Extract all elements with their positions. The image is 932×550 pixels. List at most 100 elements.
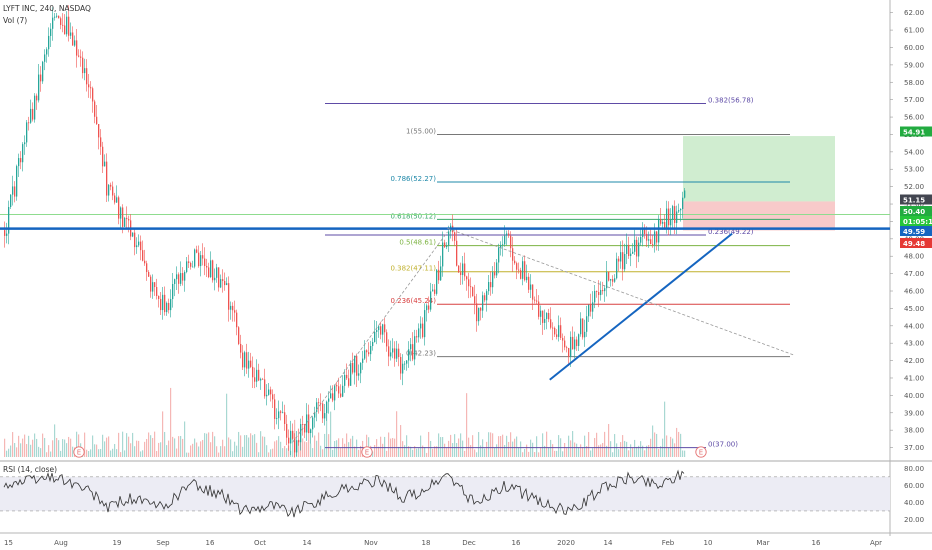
candle-up	[396, 348, 398, 359]
volume-bar	[58, 440, 60, 457]
volume-bar	[216, 446, 218, 457]
fib-level-label: 0(37.00)	[708, 441, 738, 449]
volume-bar	[188, 452, 190, 457]
volume-bar	[606, 445, 608, 457]
candle-down	[262, 378, 264, 380]
time-tick-label: 19	[113, 539, 122, 547]
volume-bar	[352, 435, 354, 457]
candle-up	[116, 197, 118, 203]
volume-bar	[406, 435, 408, 457]
volume-bar	[336, 440, 338, 457]
volume-bar	[256, 442, 258, 457]
volume-bar	[272, 448, 274, 457]
candle-down	[394, 348, 396, 359]
candle-down	[608, 271, 610, 281]
volume-bar	[322, 449, 324, 457]
price-tick-label: 51.00	[904, 201, 924, 209]
volume-bar	[540, 447, 542, 457]
candle-down	[366, 350, 368, 353]
candle-down	[178, 274, 180, 284]
price-tick-label: 37.00	[904, 444, 924, 452]
candle-up	[108, 184, 110, 196]
candle-down	[552, 327, 554, 329]
candle-down	[466, 276, 468, 280]
candle-down	[622, 252, 624, 270]
volume-bar	[88, 451, 90, 457]
candle-down	[590, 304, 592, 312]
volume-bar	[596, 432, 598, 457]
candle-up	[172, 284, 174, 300]
candle-down	[520, 270, 522, 279]
candle-up	[132, 232, 134, 237]
volume-bar	[452, 443, 454, 457]
time-tick-label: 16	[512, 539, 521, 547]
volume-bar	[518, 447, 520, 457]
volume-bar	[38, 446, 40, 457]
candle-up	[610, 279, 612, 281]
candle-down	[78, 55, 80, 57]
candle-up	[462, 263, 464, 276]
rsi-tick-label: 20.00	[904, 516, 924, 524]
candle-up	[186, 261, 188, 272]
volume-bar	[440, 437, 442, 457]
candle-up	[54, 16, 56, 18]
candle-down	[144, 260, 146, 264]
volume-bar	[538, 452, 540, 457]
candle-up	[24, 142, 26, 145]
volume-bar	[552, 444, 554, 457]
volume-bar	[612, 452, 614, 457]
volume-bar	[432, 448, 434, 457]
candle-down	[650, 239, 652, 245]
volume-bar	[616, 443, 618, 457]
volume-bar	[4, 438, 6, 457]
candle-up	[10, 194, 12, 208]
earnings-event-label: E	[365, 449, 369, 457]
volume-bar	[624, 440, 626, 457]
candle-down	[332, 393, 334, 401]
earnings-event-label: E	[77, 449, 81, 457]
candle-up	[506, 233, 508, 236]
fib-anchor-line	[292, 231, 448, 443]
volume-bar	[284, 446, 286, 457]
candle-down	[90, 87, 92, 89]
candle-down	[476, 303, 478, 322]
volume-bar	[270, 449, 272, 457]
candle-down	[158, 296, 160, 299]
candle-down	[636, 239, 638, 257]
candle-up	[316, 402, 318, 412]
candle-up	[180, 273, 182, 284]
volume-bar	[198, 446, 200, 457]
volume-bar	[358, 449, 360, 457]
volume-bar	[126, 433, 128, 457]
candle-down	[490, 282, 492, 288]
candle-down	[302, 424, 304, 425]
volume-bar	[628, 450, 630, 457]
candle-down	[72, 32, 74, 46]
volume-bar	[666, 435, 668, 457]
volume-bar	[116, 449, 118, 457]
candle-down	[508, 233, 510, 236]
volume-bar	[332, 449, 334, 457]
candle-up	[404, 363, 406, 365]
candle-down	[518, 269, 520, 271]
price-tag-label: 51.15	[903, 197, 925, 205]
price-tick-label: 52.00	[904, 183, 924, 191]
volume-label: Vol (7)	[3, 16, 27, 25]
fib-level-label: 0.618(50.12)	[390, 212, 436, 220]
volume-bar	[286, 448, 288, 457]
volume-bar	[380, 436, 382, 457]
volume-bar	[48, 445, 50, 457]
candle-down	[456, 240, 458, 266]
fib-level-label: 0.382(56.78)	[708, 96, 754, 104]
candle-up	[526, 276, 528, 281]
candle-down	[384, 324, 386, 333]
candle-up	[18, 158, 20, 167]
volume-bar	[14, 443, 16, 457]
candle-up	[364, 350, 366, 359]
volume-bar	[398, 446, 400, 457]
volume-bar	[42, 433, 44, 457]
candle-up	[440, 266, 442, 281]
volume-bar	[316, 440, 318, 457]
volume-bar	[110, 450, 112, 457]
